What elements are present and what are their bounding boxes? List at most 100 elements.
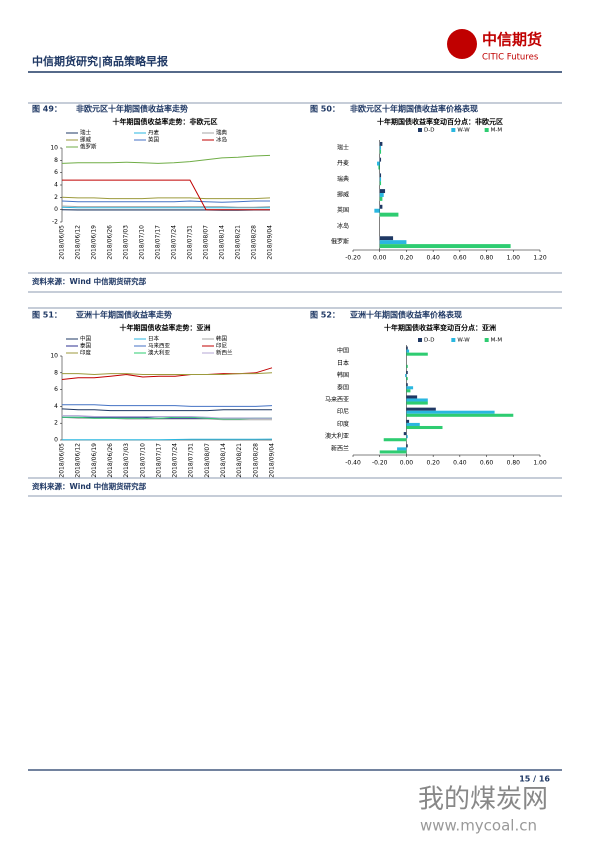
category-label: 印尼 <box>337 409 349 416</box>
y-tick-label: 6 <box>54 386 58 393</box>
legend-label: D-D <box>424 338 434 344</box>
watermark-url: www.mycoal.cn <box>420 817 537 835</box>
bar <box>378 165 380 170</box>
x-tick-label: 0.20 <box>426 460 440 467</box>
x-tick-label: 2018/07/24 <box>172 443 179 478</box>
series-line <box>61 205 271 208</box>
x-tick-label: 0.40 <box>453 460 467 467</box>
x-tick-label: -0.20 <box>372 460 388 467</box>
x-tick-label: 2018/06/19 <box>91 443 98 478</box>
series-line <box>61 209 270 211</box>
legend-swatch <box>484 128 489 132</box>
x-tick-label: 0.60 <box>480 460 494 467</box>
bar <box>379 189 386 194</box>
x-tick-label: 1.00 <box>507 255 521 262</box>
y-tick-label: 0 <box>54 206 58 213</box>
legend-swatch <box>418 128 422 132</box>
bar <box>406 419 410 423</box>
x-tick-label: 0.60 <box>453 255 467 262</box>
bar <box>406 422 420 426</box>
bar <box>406 364 408 368</box>
category-label: 丹麦 <box>337 159 349 167</box>
category-label: 马来西亚 <box>325 396 349 404</box>
x-tick-label: 2018/08/14 <box>219 225 226 260</box>
category-label: 新西兰 <box>331 444 349 452</box>
chart-title: 十年期国债收益率变动百分点：亚洲 <box>384 323 496 332</box>
bar <box>406 407 436 411</box>
category-label: 印度 <box>337 420 349 428</box>
bar <box>403 432 407 436</box>
chart-title: 十年期国债收益率走势：非欧元区 <box>113 117 218 126</box>
bar <box>406 410 495 414</box>
x-tick-label: -0.20 <box>345 255 361 262</box>
x-tick-label: 2018/07/24 <box>171 225 178 260</box>
legend-label: D-D <box>424 128 434 134</box>
legend-label: 日本 <box>148 335 160 343</box>
category-label: 澳大利亚 <box>325 432 349 440</box>
x-tick-label: 1.20 <box>533 255 547 262</box>
bar <box>379 240 407 245</box>
y-tick-label: 4 <box>54 403 58 410</box>
bar <box>406 349 410 353</box>
series-line <box>61 206 270 209</box>
legend-label: 冰岛 <box>216 136 228 144</box>
bar <box>379 196 383 201</box>
legend-label: M-M <box>491 338 503 344</box>
x-tick-label: 1.00 <box>533 460 547 467</box>
x-tick-label: 2018/06/05 <box>59 443 66 478</box>
category-label: 泰国 <box>337 383 349 391</box>
legend-label: 泰国 <box>80 342 92 350</box>
series-line <box>61 196 271 200</box>
figure-label: 图 49： <box>32 105 62 114</box>
x-tick-label: 2018/08/21 <box>235 225 242 260</box>
bar <box>379 450 407 454</box>
x-tick-label: 2018/07/31 <box>188 443 195 478</box>
legend-label: 瑞士 <box>80 129 92 137</box>
bar <box>377 161 380 166</box>
legend-label: 瑞典 <box>216 129 228 137</box>
series-line <box>61 200 270 203</box>
legend-swatch <box>484 338 489 342</box>
figure-label: 图 51： <box>32 311 62 320</box>
bar <box>406 346 408 350</box>
legend-label: 澳大利亚 <box>148 349 171 357</box>
figure-caption: 非欧元区十年期国债收益率走势 <box>76 104 188 114</box>
y-tick-label: 10 <box>50 145 58 152</box>
bar <box>406 401 428 405</box>
x-tick-label: 2018/08/14 <box>220 443 227 478</box>
bar <box>406 370 408 375</box>
x-tick-label: 2018/06/26 <box>107 225 114 260</box>
bar <box>406 413 514 417</box>
x-tick-label: 2018/07/17 <box>155 443 162 478</box>
series-line <box>61 408 272 412</box>
series-line <box>62 416 272 420</box>
bar <box>379 173 382 178</box>
bar <box>406 395 418 399</box>
bar <box>379 157 382 162</box>
watermark: 我的煤炭网 <box>418 785 548 815</box>
legend-label: W-W <box>457 128 470 134</box>
figure-caption: 亚洲十年期国债收益率价格表现 <box>350 310 462 320</box>
x-tick-label: 2018/07/10 <box>139 443 146 478</box>
legend-label: 俄罗斯 <box>80 143 97 151</box>
legend-swatch <box>451 338 456 342</box>
bar <box>406 383 408 387</box>
bar <box>406 398 428 402</box>
legend-label: 马来西亚 <box>148 342 171 350</box>
x-tick-label: 2018/07/10 <box>139 225 146 260</box>
y-tick-label: 2 <box>54 194 58 201</box>
bar <box>383 438 407 442</box>
legend-swatch <box>451 128 456 132</box>
x-tick-label: 0.40 <box>426 255 440 262</box>
logo-cn: 中信期货 <box>482 31 542 49</box>
bar <box>379 141 383 146</box>
x-tick-label: 2018/07/17 <box>155 225 162 260</box>
category-label: 挪威 <box>337 191 349 199</box>
bar <box>379 244 511 249</box>
x-tick-label: -0.40 <box>345 460 361 467</box>
category-label: 中国 <box>337 347 349 355</box>
y-tick-label: 0 <box>54 437 58 444</box>
bar <box>379 212 399 217</box>
y-tick-label: 4 <box>54 182 58 189</box>
